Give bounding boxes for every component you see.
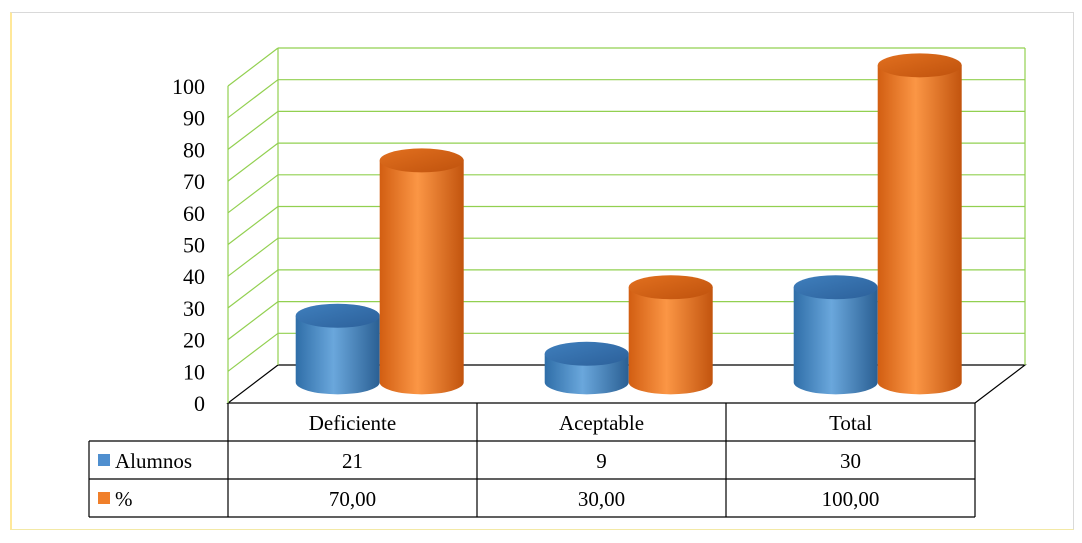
- gridline-side: [227, 110, 279, 150]
- bar-percent: [877, 53, 962, 395]
- data-label: 9: [596, 449, 607, 473]
- y-tick-label: 10: [183, 359, 205, 384]
- bar-alumnos: [544, 341, 629, 395]
- data-label: 30: [840, 449, 861, 473]
- bar-alumnos: [295, 303, 380, 395]
- bar-top: [877, 53, 962, 78]
- data-label: 21: [342, 449, 363, 473]
- y-tick-label: 60: [183, 201, 205, 226]
- data-label: 70,00: [329, 487, 376, 511]
- bar-body: [628, 287, 713, 395]
- bar-body: [877, 65, 962, 395]
- bar-percent: [628, 275, 713, 395]
- category-label: Total: [829, 411, 872, 435]
- bars: [295, 53, 962, 395]
- chart-frame: [10, 12, 1074, 530]
- gridline-side: [227, 142, 279, 182]
- y-tick-label: 80: [183, 137, 205, 162]
- bar-alumnos: [793, 275, 878, 395]
- bar-top: [793, 275, 878, 300]
- gridline-side: [227, 301, 279, 341]
- gridline-side: [227, 332, 279, 372]
- gridline-side: [227, 237, 279, 277]
- bar-top: [628, 275, 713, 300]
- gridline-side: [227, 79, 279, 119]
- category-label: Deficiente: [309, 411, 396, 435]
- data-label: 100,00: [822, 487, 880, 511]
- y-tick-label: 40: [183, 264, 205, 289]
- y-tick-label: 0: [194, 391, 205, 416]
- y-tick-label: 20: [183, 328, 205, 353]
- y-tick-label: 100: [172, 74, 205, 99]
- gridline-side: [227, 269, 279, 309]
- y-tick-label: 70: [183, 169, 205, 194]
- bar-top: [544, 341, 629, 366]
- bar-top: [295, 303, 380, 328]
- y-tick-label: 90: [183, 106, 205, 131]
- bar-top: [379, 148, 464, 173]
- gridline-side: [227, 47, 279, 87]
- bar-body: [379, 160, 464, 395]
- bar-body: [793, 287, 878, 395]
- legend-label: Alumnos: [115, 449, 192, 473]
- gridline-side: [227, 174, 279, 214]
- legend-label: %: [115, 487, 133, 511]
- y-axis: 0 10 20 30 40 50 60 70 80 90 100: [172, 74, 205, 416]
- y-tick-label: 30: [183, 296, 205, 321]
- legend-swatch: [98, 454, 110, 466]
- bar-percent: [379, 148, 464, 395]
- bar-body: [295, 315, 380, 395]
- data-table: Deficiente Aceptable Total Alumnos 21 9 30% 70,…: [88, 403, 976, 518]
- data-label: 30,00: [578, 487, 625, 511]
- gridline-side: [227, 206, 279, 245]
- legend-swatch: [98, 492, 110, 504]
- y-tick-label: 50: [183, 233, 205, 258]
- category-label: Aceptable: [559, 411, 644, 435]
